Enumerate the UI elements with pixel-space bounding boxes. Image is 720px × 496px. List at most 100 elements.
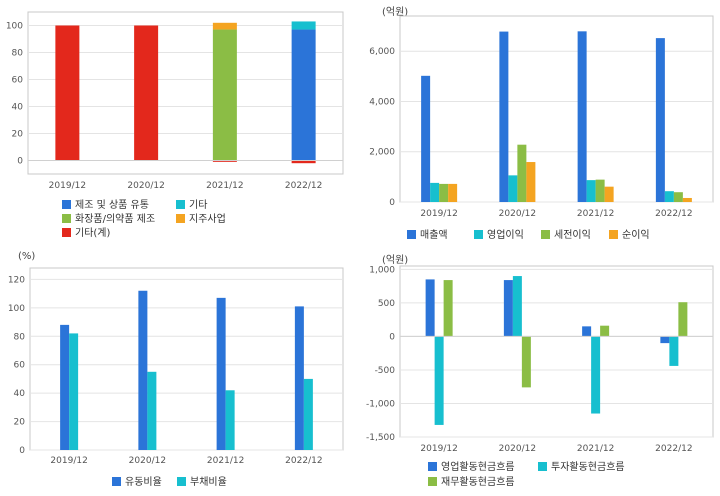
bar <box>225 390 235 450</box>
x-tick-label: 2020/12 <box>127 181 164 191</box>
x-tick-label: 2020/12 <box>499 209 536 219</box>
y-tick-label: -1,000 <box>366 399 395 409</box>
x-tick-label: 2021/12 <box>577 209 614 219</box>
legend-label: 화장품/의약품 제조 <box>75 214 156 225</box>
bar <box>669 336 679 366</box>
x-tick-label: 2020/12 <box>129 456 166 466</box>
bar <box>448 183 458 202</box>
bar <box>212 160 237 162</box>
y-tick-label: 80 <box>14 332 26 342</box>
legend-swatch <box>541 230 550 239</box>
x-tick-label: 2021/12 <box>207 456 244 466</box>
bar <box>521 336 531 388</box>
bar <box>421 75 431 202</box>
y-tick-label: 1,000 <box>369 265 395 275</box>
bar <box>291 29 316 161</box>
bar <box>517 144 527 202</box>
bar <box>655 38 665 202</box>
y-tick-label: 40 <box>12 103 24 113</box>
legend-item: 기타(계) <box>62 227 110 241</box>
chart-ratios-unit: (%) <box>18 251 36 262</box>
bar <box>55 25 80 161</box>
bar <box>673 192 683 202</box>
chart-revenue-composition: 0 20 40 60 80 100 2019/12 2020/12 2021/12 2022/12… <box>0 0 360 248</box>
chart-income-legend: 매출액 영업이익 세전이익 순이익 <box>407 229 717 245</box>
legend-item: 세전이익 <box>541 229 591 243</box>
legend-swatch <box>428 477 437 486</box>
y-tick-label: 4,000 <box>369 97 395 107</box>
bar <box>591 336 601 414</box>
y-tick-label: -1,500 <box>366 433 395 443</box>
y-tick-label: 2,000 <box>369 148 395 158</box>
legend-item: 화장품/의약품 제조 <box>62 213 155 227</box>
chart-ratios-legend: 유동비율 부채비율 <box>112 476 312 492</box>
y-tick-label: 20 <box>12 130 24 140</box>
legend-label: 유동비율 <box>125 477 162 488</box>
y-tick-label: -500 <box>375 366 396 376</box>
x-tick-label: 2019/12 <box>420 444 457 454</box>
bar <box>138 290 148 450</box>
y-tick-label: 100 <box>8 304 25 314</box>
x-tick-label: 2022/12 <box>285 181 322 191</box>
chart-cashflow-unit: (억원) <box>382 255 409 266</box>
legend-swatch <box>407 230 416 239</box>
bar <box>294 306 304 450</box>
legend-item: 제조 및 상품 유통 <box>62 199 149 213</box>
y-tick-label: 0 <box>389 332 395 342</box>
bar <box>682 197 692 202</box>
chart-revenue-composition-legend: 제조 및 상품 유통 기타 화장품/의약품 제조 지주사업 기타(계) <box>62 199 352 245</box>
bar <box>508 175 518 202</box>
bar <box>664 191 674 202</box>
legend-item: 매출액 <box>407 229 448 243</box>
legend-swatch <box>538 462 547 471</box>
legend-swatch <box>62 214 71 223</box>
legend-swatch <box>428 462 437 471</box>
plot-frame <box>27 11 344 175</box>
y-tick-label: 100 <box>6 22 23 32</box>
legend-item: 투자활동현금흐름 <box>538 461 625 475</box>
plot-frame <box>29 267 344 451</box>
y-tick-label: 500 <box>378 299 395 309</box>
chart-income-unit: (억원) <box>382 7 409 18</box>
bar <box>586 180 596 202</box>
bar <box>660 336 670 344</box>
y-tick-label: 0 <box>389 198 395 208</box>
x-tick-label: 2022/12 <box>655 209 692 219</box>
y-tick-label: 40 <box>14 389 26 399</box>
legend-swatch <box>176 214 185 223</box>
bar <box>212 29 237 161</box>
chart-cashflow: (억원) -1,500 -1,000 -500 0 500 1,000 2019/12 202… <box>360 248 720 496</box>
legend-label: 기타(계) <box>75 228 111 239</box>
y-tick-label: 0 <box>19 446 25 456</box>
bar <box>595 179 605 202</box>
bar <box>678 302 688 337</box>
legend-swatch <box>62 228 71 237</box>
bar <box>503 280 513 337</box>
y-tick-label: 80 <box>12 49 24 59</box>
bar <box>439 183 449 202</box>
legend-label: 영업이익 <box>487 230 524 241</box>
bar <box>582 326 592 337</box>
legend-label: 영업활동현금흐름 <box>441 462 515 473</box>
bar <box>147 371 157 450</box>
x-tick-label: 2019/12 <box>50 456 87 466</box>
chart-ratios-plot: 0 20 40 60 80 100 120 2019/12 2020/12 2021/12 2022… <box>8 267 344 466</box>
bar <box>526 162 536 202</box>
y-tick-label: 6,000 <box>369 47 395 57</box>
legend-item: 영업활동현금흐름 <box>428 461 515 475</box>
bar <box>69 333 79 450</box>
chart-income: (억원) 0 2,000 4,000 6,000 2019/12 2020/12 2021/… <box>360 0 720 248</box>
x-tick-label: 2019/12 <box>49 181 86 191</box>
legend-label: 부채비율 <box>190 477 227 488</box>
legend-item: 영업이익 <box>474 229 524 243</box>
legend-label: 매출액 <box>420 230 448 241</box>
bar <box>291 160 316 164</box>
legend-label: 투자활동현금흐름 <box>551 462 625 473</box>
y-tick-label: 60 <box>12 76 24 86</box>
bar <box>291 21 316 30</box>
y-tick-label: 60 <box>14 361 26 371</box>
bar <box>434 336 444 425</box>
bar <box>499 31 509 202</box>
legend-item: 순이익 <box>609 229 650 243</box>
y-tick-label: 120 <box>8 275 25 285</box>
